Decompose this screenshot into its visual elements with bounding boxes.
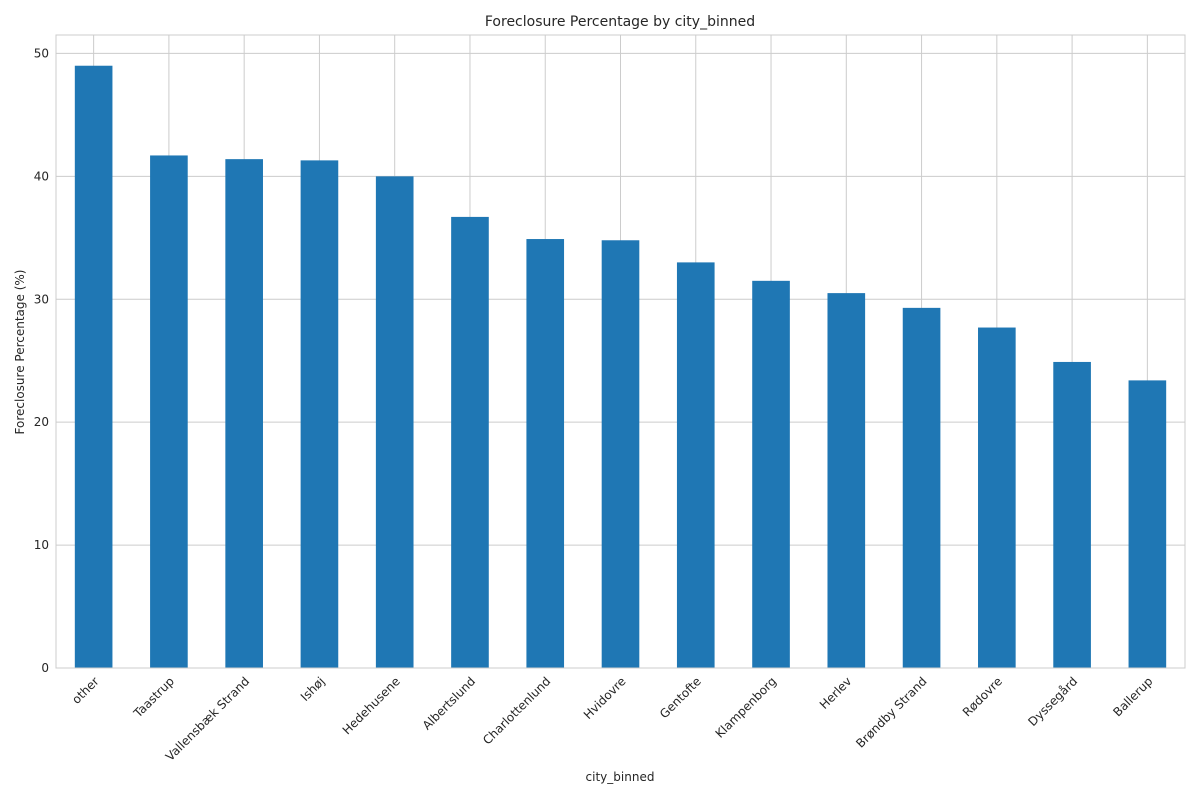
x-tick-label: Albertslund <box>420 674 478 732</box>
x-tick-label: Klampenborg <box>713 674 780 741</box>
bar <box>601 240 640 668</box>
y-tick-label: 10 <box>34 538 49 552</box>
x-tick-label: Ishøj <box>298 674 328 704</box>
chart-title: Foreclosure Percentage by city_binned <box>485 14 755 30</box>
x-tick-label: Hedehusene <box>340 674 403 737</box>
x-tick-label: Vallensbæk Strand <box>163 674 252 763</box>
bar <box>451 216 489 668</box>
x-tick-label: Charlottenlund <box>480 674 553 747</box>
bars <box>74 65 1167 669</box>
x-axis-label: city_binned <box>586 770 655 784</box>
bar <box>1053 361 1091 668</box>
bar <box>1128 380 1167 668</box>
y-tick-label: 0 <box>41 661 49 675</box>
x-tick-label: Hvidovre <box>581 674 629 722</box>
y-axis-ticks: 0 10 20 30 40 50 <box>34 46 49 675</box>
bar <box>526 239 565 668</box>
x-tick-label: other <box>69 674 102 707</box>
bar <box>902 307 941 668</box>
x-tick-label: Taastrup <box>130 674 177 721</box>
plot-area-frame <box>55 34 1186 669</box>
bar <box>74 65 113 669</box>
x-tick-label: Rødovre <box>960 674 1005 719</box>
bar <box>375 176 414 668</box>
y-tick-label: 20 <box>34 415 49 429</box>
bar <box>225 159 263 668</box>
x-tick-label: Ballerup <box>1110 674 1155 719</box>
bar <box>300 160 339 668</box>
x-tick-label: Herlev <box>817 674 855 712</box>
y-axis-label: Foreclosure Percentage (%) <box>13 270 27 435</box>
bar <box>150 155 188 669</box>
bar <box>827 293 866 668</box>
x-tick-label: Gentofte <box>657 674 704 721</box>
bar <box>676 262 715 668</box>
y-tick-label: 50 <box>34 46 49 60</box>
bar <box>978 327 1016 668</box>
y-tick-label: 40 <box>34 169 49 183</box>
x-tick-label: Dyssegård <box>1025 674 1080 729</box>
bar <box>752 280 790 668</box>
y-tick-label: 30 <box>34 292 49 306</box>
x-tick-label: Brøndby Strand <box>853 674 929 750</box>
